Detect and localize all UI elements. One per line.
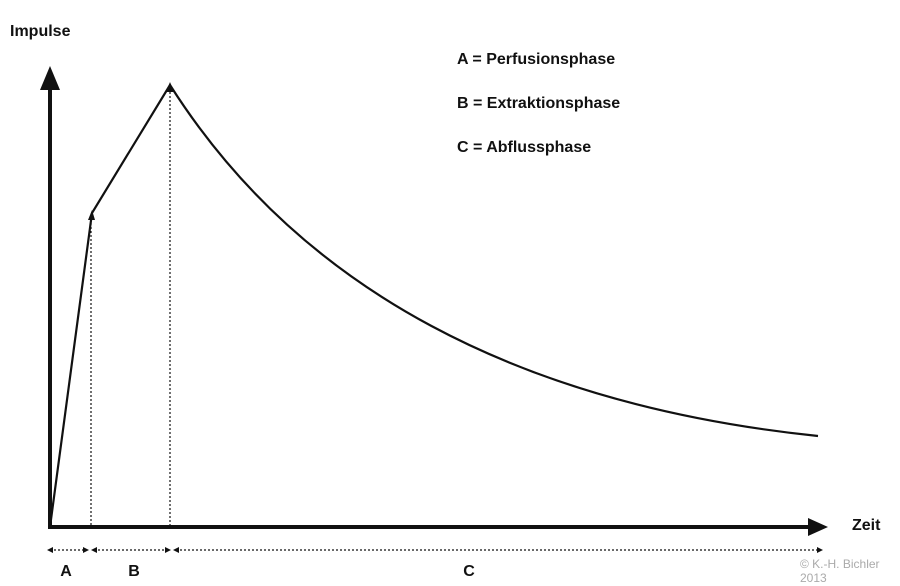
copyright: 2013 (800, 571, 827, 585)
legend-item: C = Abflussphase (457, 139, 591, 156)
y-axis-arrow (40, 66, 60, 90)
legend-item: A = Perfusionsphase (457, 51, 615, 68)
x-axis-label: Zeit (852, 517, 881, 534)
copyright: © K.-H. Bichler (800, 557, 880, 571)
phase-label: A (60, 563, 72, 580)
y-axis-label: Impulse (10, 23, 71, 40)
curve-arrow (166, 82, 174, 92)
phase-label: C (463, 563, 475, 580)
x-axis-arrow (808, 518, 828, 536)
curve (48, 82, 819, 528)
phase-label: B (128, 563, 140, 580)
legend-item: B = Extraktionsphase (457, 95, 620, 112)
